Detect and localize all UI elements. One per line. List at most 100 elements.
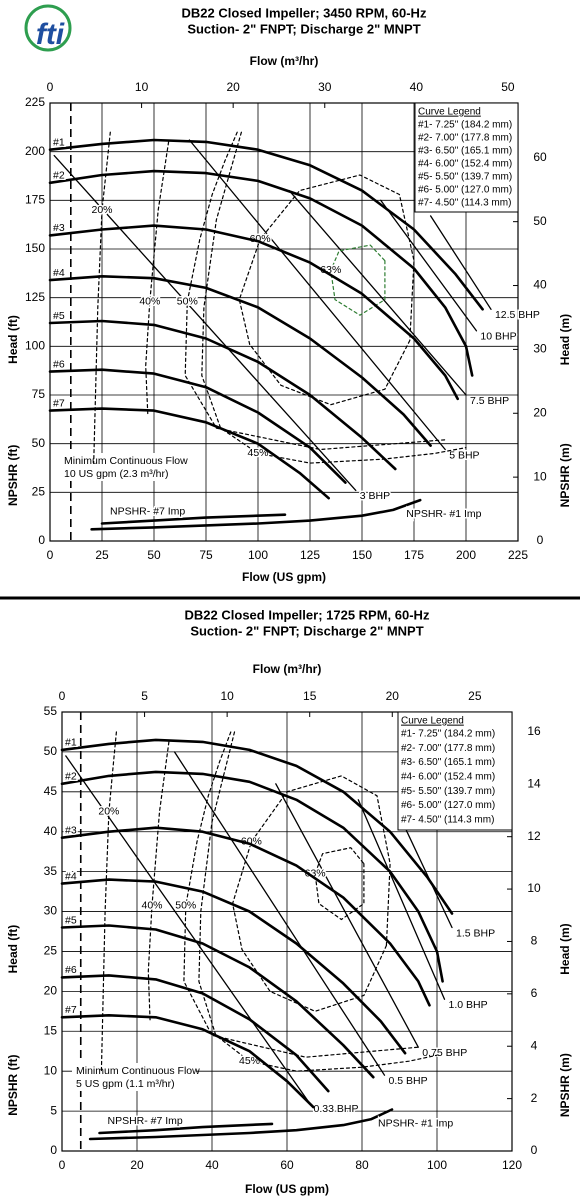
y-tick-label: 30 xyxy=(44,904,58,918)
y-tick-label: 5 xyxy=(50,1103,57,1117)
x2-tick-label: 0 xyxy=(47,80,54,94)
efficiency-label: 40% xyxy=(141,899,162,911)
x2-axis-label: Flow (m³/hr) xyxy=(253,662,322,676)
y2-tick-label: 10 xyxy=(527,881,541,895)
impeller-label: #7 xyxy=(65,1004,77,1016)
bhp-label: 3 BHP xyxy=(360,490,390,502)
efficiency-label: 50% xyxy=(177,295,198,307)
y2-tick-label: 2 xyxy=(531,1091,538,1105)
y2-tick-label: 30 xyxy=(533,342,547,356)
impeller-curve xyxy=(60,878,407,1055)
y-tick-label: 0 xyxy=(38,533,45,547)
y-tick-label: 150 xyxy=(25,241,45,255)
x-axis-label: Flow (US gpm) xyxy=(245,1182,329,1196)
x-tick-label: 0 xyxy=(47,548,54,562)
legend-entry: #4- 6.00" (152.4 mm) xyxy=(418,159,512,170)
bhp-label: 7.5 BHP xyxy=(470,395,509,407)
impeller-label: #3 xyxy=(53,222,65,234)
impeller-curve xyxy=(48,275,432,447)
bhp-label: 5 BHP xyxy=(449,449,479,461)
bhp-line xyxy=(357,799,446,1000)
x2-tick-label: 30 xyxy=(318,80,332,94)
impeller-curve xyxy=(48,138,484,311)
legend-entry: #2- 7.00" (177.8 mm) xyxy=(401,743,495,754)
efficiency-label: 50% xyxy=(175,899,196,911)
legend-box xyxy=(414,102,519,213)
legend-title: Curve Legend xyxy=(418,107,481,118)
x2-tick-label: 20 xyxy=(226,80,240,94)
y-tick-label: 25 xyxy=(32,485,46,499)
efficiency-line xyxy=(314,847,365,921)
efficiency-label: 63% xyxy=(305,867,326,879)
bhp-line xyxy=(65,755,311,1104)
impeller-label: #6 xyxy=(65,964,77,976)
y2-tick-label: 40 xyxy=(533,278,547,292)
y2-axis-label: Head (m) xyxy=(558,923,572,974)
y-tick-label: 40 xyxy=(44,824,58,838)
y2-axis-label-lower: NPSHR (m) xyxy=(558,443,572,507)
y2-tick-label: 16 xyxy=(527,724,541,738)
y-tick-label: 200 xyxy=(25,144,45,158)
bhp-label: 12.5 BHP xyxy=(495,309,540,321)
chart-title: DB22 Closed Impeller; 1725 RPM, 60-Hz xyxy=(185,607,430,622)
x-tick-label: 225 xyxy=(508,548,528,562)
y2-tick-label: 8 xyxy=(531,934,538,948)
chart: DB22 Closed Impeller; 1725 RPM, 60-HzSuc… xyxy=(6,607,572,1196)
y-tick-label: 125 xyxy=(25,290,45,304)
legend-entry: #5- 5.50" (139.7 mm) xyxy=(418,172,512,183)
legend-entry: #7- 4.50" (114.3 mm) xyxy=(418,198,511,209)
efficiency-label: 20% xyxy=(91,204,112,216)
impeller-label: #5 xyxy=(53,310,65,322)
efficiency-label: 60% xyxy=(250,233,271,245)
impeller-curve xyxy=(48,407,330,500)
bhp-label: 0.33 BHP xyxy=(314,1103,359,1115)
impeller-label: #1 xyxy=(65,737,77,749)
y-axis-label: Head (ft) xyxy=(6,925,20,974)
impeller-curve xyxy=(48,319,397,471)
y2-tick-label: 50 xyxy=(533,214,547,228)
y-tick-label: 45 xyxy=(44,784,58,798)
impeller-label: #3 xyxy=(65,824,77,836)
x-tick-label: 120 xyxy=(502,1158,522,1172)
efficiency-line xyxy=(100,731,117,1072)
x-tick-label: 200 xyxy=(456,548,476,562)
legend-entry: #3- 6.50" (165.1 mm) xyxy=(418,146,512,157)
chart-subtitle: Suction- 2" FNPT; Discharge 2" MNPT xyxy=(190,623,423,638)
npshr-curve xyxy=(90,498,422,531)
x-tick-label: 80 xyxy=(355,1158,369,1172)
efficiency-line xyxy=(232,775,391,1012)
x2-tick-label: 0 xyxy=(59,689,66,703)
y-tick-label: 225 xyxy=(25,95,45,109)
bhp-line xyxy=(380,199,478,332)
bhp-line xyxy=(53,154,357,492)
min-flow-bg xyxy=(60,453,184,481)
impeller-curve xyxy=(60,974,330,1093)
efficiency-line xyxy=(330,244,386,316)
min-flow-label: Minimum Continuous Flow xyxy=(64,455,188,467)
legend-entry: #5- 5.50" (139.7 mm) xyxy=(401,786,495,797)
impeller-label: #2 xyxy=(65,771,77,783)
y2-tick-label: 4 xyxy=(531,1038,538,1052)
y-tick-label: 50 xyxy=(44,744,58,758)
y-axis-label-lower: NPSHR (ft) xyxy=(6,445,20,506)
y-tick-label: 75 xyxy=(32,387,46,401)
min-flow-bg xyxy=(72,1063,196,1091)
npshr-curve xyxy=(98,1122,274,1135)
legend-entry: #2- 7.00" (177.8 mm) xyxy=(418,133,512,144)
npshr-curve xyxy=(88,1108,394,1141)
y-tick-label: 100 xyxy=(25,339,45,353)
x2-tick-label: 40 xyxy=(410,80,424,94)
impeller-curve xyxy=(60,924,375,1079)
impeller-label: #6 xyxy=(53,358,65,370)
y-axis-label: Head (ft) xyxy=(6,315,20,364)
x2-tick-label: 5 xyxy=(141,689,148,703)
x-tick-label: 60 xyxy=(280,1158,294,1172)
impeller-curve xyxy=(60,826,431,1007)
bhp-line xyxy=(173,751,386,1076)
y2-axis-label: Head (m) xyxy=(558,314,572,365)
min-flow-note: 10 US gpm (2.3 m³/hr) xyxy=(64,468,168,480)
x2-tick-label: 50 xyxy=(501,80,515,94)
bhp-line xyxy=(398,815,453,929)
npshr-label: NPSHR- #1 Imp xyxy=(406,508,481,520)
